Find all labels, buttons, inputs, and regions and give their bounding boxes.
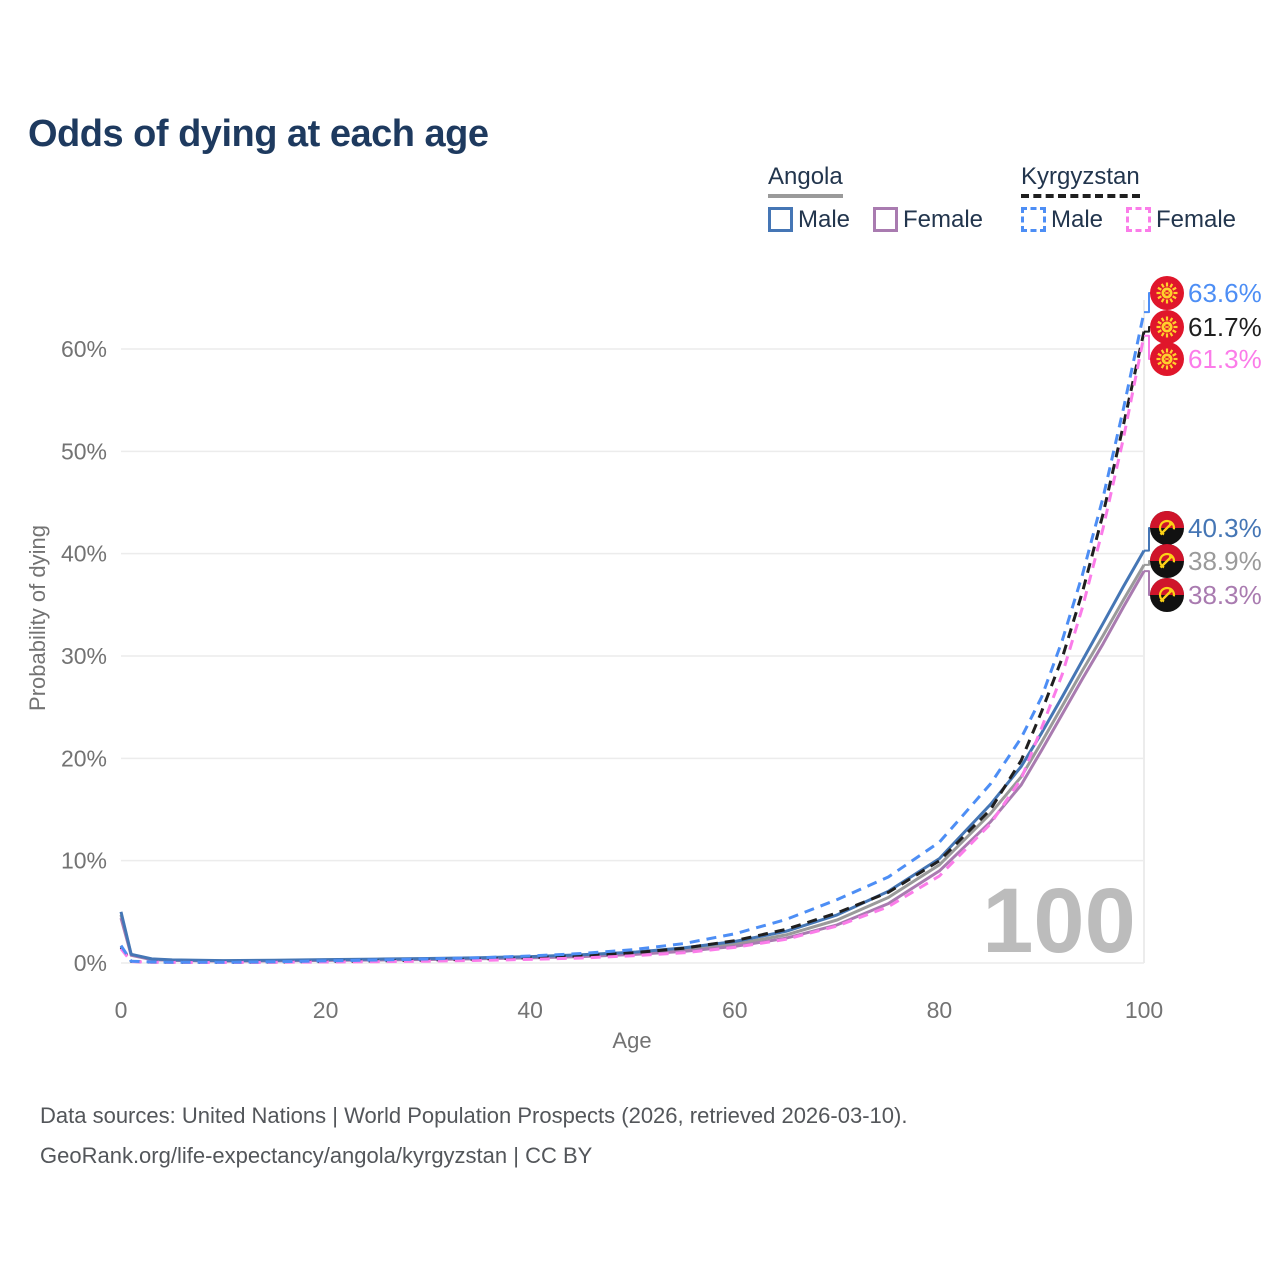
legend: Angola Male Female Kyrgyzstan — [0, 163, 1280, 243]
end-label-leader — [1144, 326, 1151, 333]
end-label-leader — [1144, 560, 1151, 566]
kyrgyzstan-female-swatch-icon — [1126, 207, 1151, 232]
y-axis-title: Probability of dying — [25, 525, 50, 711]
legend-group-angola: Angola Male Female — [768, 163, 983, 233]
x-tick-label: 60 — [722, 997, 748, 1023]
angola-flag-icon — [1150, 511, 1184, 545]
y-tick-label: 0% — [74, 950, 107, 976]
end-label-value-angola-both: 38.9% — [1188, 546, 1262, 576]
end-label-leader — [1144, 292, 1151, 314]
end-label-value-kyrgyzstan-female: 61.3% — [1188, 344, 1262, 374]
angola-female-swatch-icon — [873, 207, 898, 232]
legend-item-label: Male — [1051, 206, 1104, 233]
legend-items-kyrgyzstan: Male Female — [1021, 207, 1236, 233]
kyrgyzstan-flag-icon — [1150, 342, 1184, 376]
source-line-1: Data sources: United Nations | World Pop… — [40, 1103, 908, 1128]
kyrgyzstan-flag-icon — [1150, 276, 1184, 310]
angola-flag-icon — [1150, 544, 1184, 578]
source-line-2: GeoRank.org/life-expectancy/angola/kyrgy… — [40, 1143, 593, 1168]
end-label-value-kyrgyzstan-both: 61.7% — [1188, 312, 1262, 342]
legend-item-kyrgyzstan-male[interactable]: Male — [1021, 207, 1103, 232]
end-label-value-angola-female: 38.3% — [1188, 580, 1262, 610]
series-line-kyrgyzstan-both — [119, 331, 1146, 964]
legend-item-label: Female — [903, 206, 984, 233]
angola-male-swatch-icon — [768, 207, 793, 232]
legend-item-label: Female — [1156, 206, 1237, 233]
legend-country-label: Angola — [768, 163, 843, 190]
legend-country-label: Kyrgyzstan — [1021, 163, 1140, 190]
kyrgyzstan-flag-icon — [1150, 310, 1184, 344]
end-label-value-kyrgyzstan-male: 63.6% — [1188, 278, 1262, 308]
x-tick-label: 80 — [927, 997, 953, 1023]
series-line-kyrgyzstan-female — [119, 335, 1146, 964]
end-label-value-angola-male: 40.3% — [1188, 513, 1262, 543]
end-label-leader — [1144, 570, 1151, 596]
x-tick-label: 0 — [115, 997, 128, 1023]
legend-item-angola-female[interactable]: Female — [873, 207, 983, 232]
y-tick-label: 30% — [61, 643, 107, 669]
y-tick-label: 60% — [61, 336, 107, 362]
kyrgyzstan-line-style-sample — [1021, 194, 1140, 198]
y-tick-label: 50% — [61, 438, 107, 464]
end-label-leader — [1144, 527, 1151, 552]
kyrgyzstan-male-swatch-icon — [1021, 207, 1046, 232]
y-tick-label: 20% — [61, 745, 107, 771]
legend-items-angola: Male Female — [768, 207, 983, 233]
series-line-kyrgyzstan-male — [119, 311, 1146, 964]
legend-item-kyrgyzstan-female[interactable]: Female — [1126, 207, 1236, 232]
x-axis-title: Age — [612, 1028, 651, 1053]
y-tick-label: 10% — [61, 848, 107, 874]
legend-item-label: Male — [798, 206, 851, 233]
x-tick-label: 100 — [1125, 997, 1163, 1023]
legend-country-angola[interactable]: Angola — [768, 163, 843, 198]
x-tick-label: 20 — [313, 997, 339, 1023]
x-tick-label: 40 — [517, 997, 543, 1023]
angola-flag-icon — [1150, 578, 1184, 612]
page-title: Odds of dying at each age — [28, 113, 489, 156]
source-attribution: Data sources: United Nations | World Pop… — [40, 1096, 907, 1176]
legend-item-angola-male[interactable]: Male — [768, 207, 850, 232]
legend-country-kyrgyzstan[interactable]: Kyrgyzstan — [1021, 163, 1140, 198]
end-label-leader — [1144, 334, 1151, 360]
hover-age-watermark: 100 — [982, 870, 1136, 972]
y-tick-label: 40% — [61, 541, 107, 567]
angola-line-style-sample — [768, 194, 843, 198]
legend-group-kyrgyzstan: Kyrgyzstan Male Female — [1021, 163, 1236, 233]
